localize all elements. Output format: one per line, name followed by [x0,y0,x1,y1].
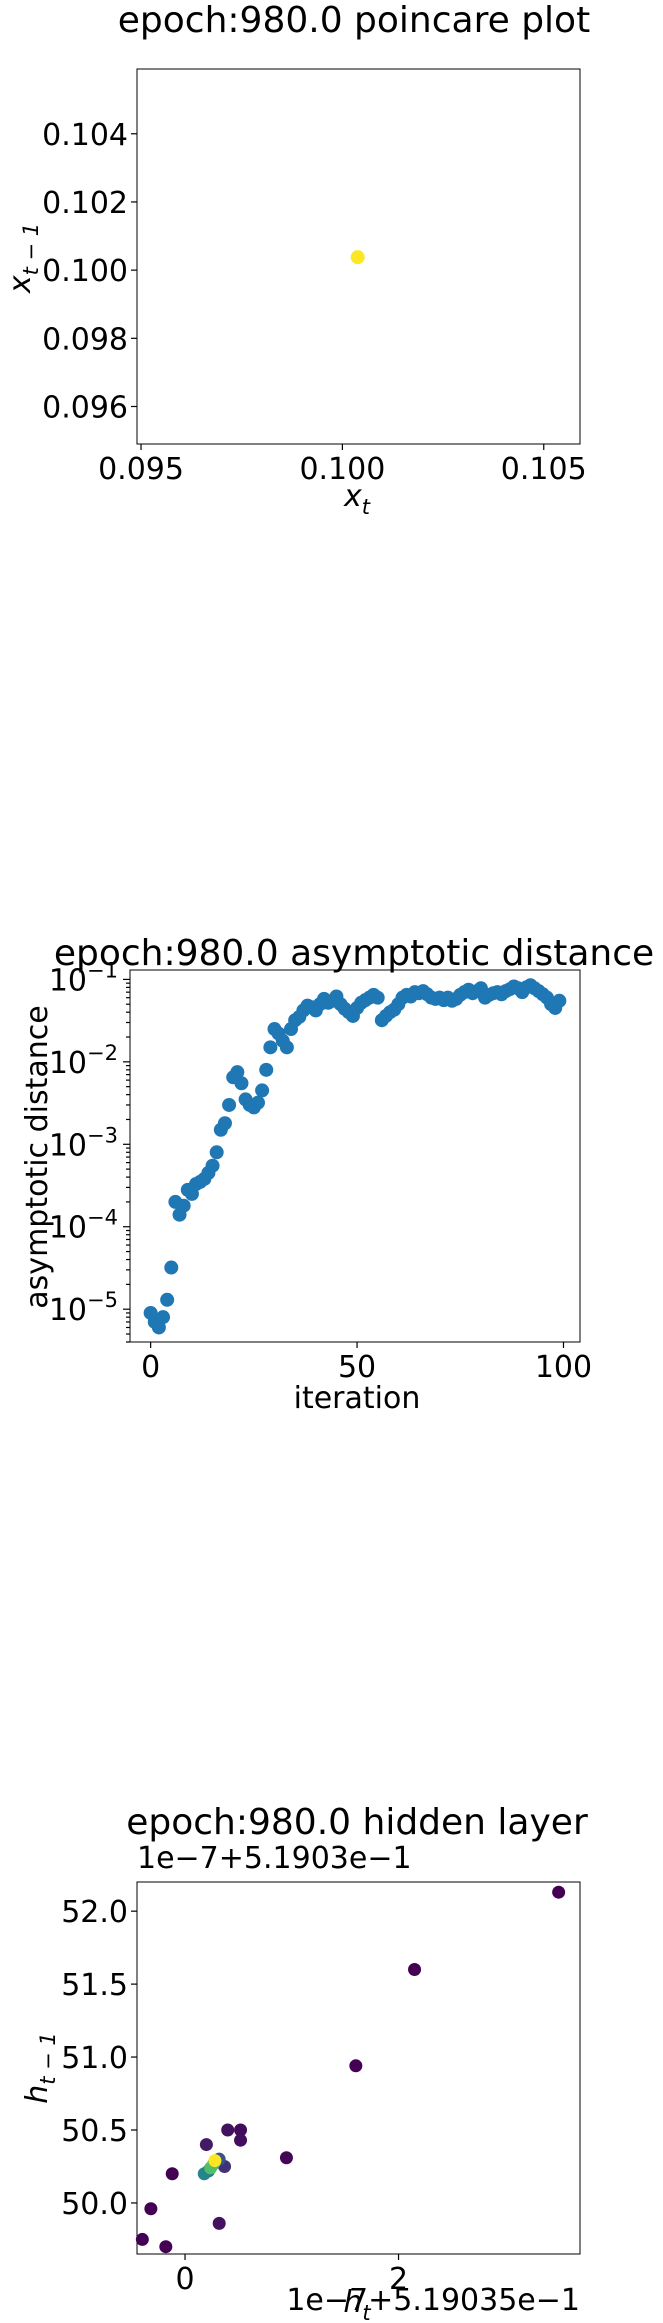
x-tick-label: 50 [338,1350,376,1385]
scatter-point [279,2151,293,2165]
poincare-chart: epoch:980.0 poincare plot 0.095 0.100 0.10… [3,0,590,519]
scatter-point [222,1097,237,1112]
x-tick-label: 0.100 [299,452,385,487]
scatter-point [234,2123,248,2137]
y-tick-label: 0.096 [42,391,128,426]
scatter-point [217,1116,232,1131]
scatter-point [205,1158,220,1173]
scatter-point [552,993,567,1008]
asymptotic-points [143,978,567,1335]
y-tick-label: 10−5 [49,1288,118,1328]
asymptotic-y-ticks: 10−5 10−4 10−3 10−2 10−1 [49,958,130,1343]
hidden-layer-axes-frame [136,1881,581,2255]
x-tick-label: 2 [389,2262,408,2297]
hidden-layer-chart: epoch:980.0 hidden layer 1e−7+5.1903e−1 … [20,1802,588,2323]
asymptotic-x-ticks: 0 50 100 [141,1342,592,1385]
poincare-y-label: xt − 1 [3,223,43,294]
scatter-point [208,2154,222,2168]
x-tick-label: 0 [141,1350,160,1385]
scatter-point [250,1095,265,1110]
asymptotic-axes-frame [129,969,581,1343]
y-tick-label: 0.100 [42,254,128,289]
x-tick-label: 100 [535,1350,592,1385]
y-tick-label: 0.104 [42,118,128,153]
scatter-point [259,1062,274,1077]
y-tick-label: 52.0 [61,1895,128,1930]
poincare-x-ticks: 0.095 0.100 0.105 [98,444,587,487]
hidden-layer-y-label: ht − 1 [20,2032,60,2104]
y-tick-label: 10−3 [49,1123,118,1163]
poincare-axes-frame [136,68,581,445]
hidden-layer-points [135,1885,566,2254]
poincare-x-label: xt [343,479,371,519]
scatter-point [255,1083,270,1098]
hidden-layer-y-offset: 1e−7+5.1903e−1 [137,1841,412,1876]
y-tick-label: 51.0 [61,2041,128,2076]
scatter-point [199,2138,213,2152]
scatter-point [209,1145,224,1160]
hidden-layer-x-label: ht [343,2285,371,2323]
x-tick-label: 0.105 [501,452,587,487]
poincare-points [350,250,365,265]
y-tick-label: 10−2 [49,1041,118,1081]
poincare-title: epoch:980.0 poincare plot [118,0,590,41]
scatter-point [212,2216,226,2230]
y-tick-label: 51.5 [61,1968,128,2003]
scatter-point [230,1065,245,1080]
scatter-point [176,1198,191,1213]
x-tick-label: 0.095 [98,452,184,487]
scatter-point [263,1040,278,1055]
y-tick-label: 10−1 [49,958,118,998]
asymptotic-x-label: iteration [294,1381,421,1416]
scatter-point [234,2133,248,2147]
scatter-point [159,2240,173,2254]
scatter-point [408,1963,422,1977]
hidden-layer-y-ticks: 50.0 50.5 51.0 51.5 52.0 [61,1895,137,2222]
scatter-point [156,1310,171,1325]
asymptotic-chart: epoch:980.0 asymptotic distance 0 50 100 1… [20,933,654,1416]
asymptotic-title: epoch:980.0 asymptotic distance [54,933,654,974]
scatter-point [234,1076,249,1091]
scatter-point [160,1292,175,1307]
hidden-layer-title: epoch:980.0 hidden layer [126,1802,588,1843]
hidden-layer-x-offset: 1e−7+5.19035e−1 [286,2283,580,2318]
x-tick-label: 0 [175,2262,194,2297]
scatter-point [135,2232,149,2246]
scatter-point [349,2059,363,2073]
scatter-point [350,250,365,265]
scatter-point [552,1885,566,1899]
poincare-y-ticks: 0.096 0.098 0.100 0.102 0.104 [42,118,137,426]
scatter-point [165,2167,179,2181]
scatter-point [279,1040,294,1055]
y-tick-label: 50.5 [61,2114,128,2149]
y-tick-label: 0.102 [42,186,128,221]
scatter-point [221,2123,235,2137]
y-tick-label: 10−4 [49,1206,118,1246]
scatter-point [164,1260,179,1275]
y-tick-label: 50.0 [61,2187,128,2222]
y-tick-label: 0.098 [42,322,128,357]
scatter-point [370,990,385,1005]
asymptotic-y-label: asymptotic distance [20,1005,55,1308]
scatter-point [144,2202,158,2216]
